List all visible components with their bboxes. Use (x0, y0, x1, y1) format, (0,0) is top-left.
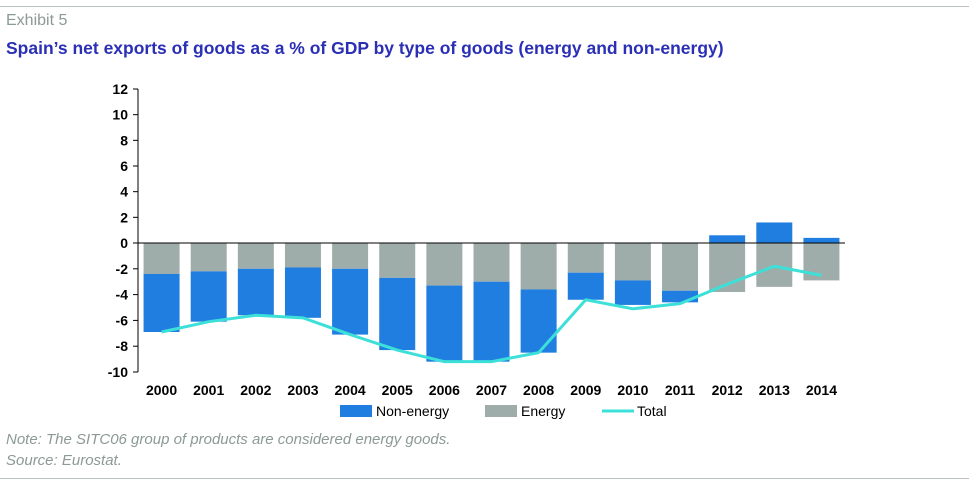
energy-bar (332, 243, 369, 269)
x-tick-label: 2006 (429, 382, 460, 398)
y-tick-label: 6 (120, 158, 128, 174)
non-energy-bar (379, 277, 416, 351)
legend-swatch-non-energy (340, 405, 372, 417)
non-energy-bar (332, 268, 369, 335)
energy-bar (190, 243, 227, 272)
x-tick-label: 2009 (570, 382, 601, 398)
energy-bar (237, 243, 274, 269)
legend-label-total: Total (637, 403, 667, 419)
non-energy-bar (662, 290, 699, 303)
x-tick-label: 2000 (146, 382, 177, 398)
x-tick-label: 2007 (476, 382, 507, 398)
y-tick-label: -4 (116, 287, 129, 303)
non-energy-bar (614, 280, 651, 305)
y-tick-label: 0 (120, 235, 128, 251)
non-energy-bar (520, 289, 557, 353)
non-energy-bar (284, 267, 321, 318)
x-tick-label: 2008 (523, 382, 554, 398)
legend-label-energy: Energy (521, 403, 565, 419)
non-energy-bar (190, 271, 227, 322)
energy-bar (379, 243, 416, 278)
energy-bar (614, 243, 651, 281)
energy-bar (284, 243, 321, 268)
x-tick-label: 2010 (617, 382, 648, 398)
chart-title: Spain’s net exports of goods as a % of G… (6, 38, 724, 58)
non-energy-bar (803, 237, 840, 243)
x-tick-label: 2013 (759, 382, 790, 398)
x-tick-label: 2005 (382, 382, 413, 398)
non-energy-bar (473, 281, 510, 362)
source-note: Source: Eurostat. (6, 452, 122, 469)
non-energy-bar (426, 285, 463, 362)
x-tick-label: 2014 (806, 382, 837, 398)
legend-label-non-energy: Non-energy (376, 403, 449, 419)
non-energy-bar (143, 273, 180, 333)
y-tick-label: 8 (120, 132, 128, 148)
energy-bar (567, 243, 604, 273)
y-tick-label: -10 (108, 364, 128, 380)
x-tick-label: 2001 (193, 382, 224, 398)
energy-bar (520, 243, 557, 290)
x-tick-label: 2003 (287, 382, 318, 398)
y-tick-label: 4 (120, 184, 128, 200)
y-tick-label: -8 (116, 338, 129, 354)
energy-bar (426, 243, 463, 286)
y-tick-label: 2 (120, 209, 128, 225)
non-energy-bar (756, 222, 793, 243)
x-tick-label: 2004 (335, 382, 366, 398)
x-tick-label: 2011 (665, 382, 696, 398)
legend-swatch-energy (485, 405, 517, 417)
energy-bar (473, 243, 510, 282)
exhibit-label: Exhibit 5 (6, 12, 68, 29)
x-tick-label: 2002 (240, 382, 271, 398)
footnote: Note: The SITC06 group of products are c… (6, 431, 451, 448)
y-tick-label: 10 (112, 107, 128, 123)
top-rule (0, 6, 969, 7)
non-energy-bar (237, 268, 274, 316)
y-tick-label: -6 (116, 312, 129, 328)
bottom-rule (0, 478, 969, 479)
x-tick-label: 2012 (712, 382, 743, 398)
y-tick-label: 12 (112, 81, 128, 97)
non-energy-bar (567, 272, 604, 300)
energy-bar (662, 243, 699, 291)
y-tick-label: -2 (116, 261, 129, 277)
energy-bar (143, 243, 180, 274)
non-energy-bar (709, 235, 746, 243)
